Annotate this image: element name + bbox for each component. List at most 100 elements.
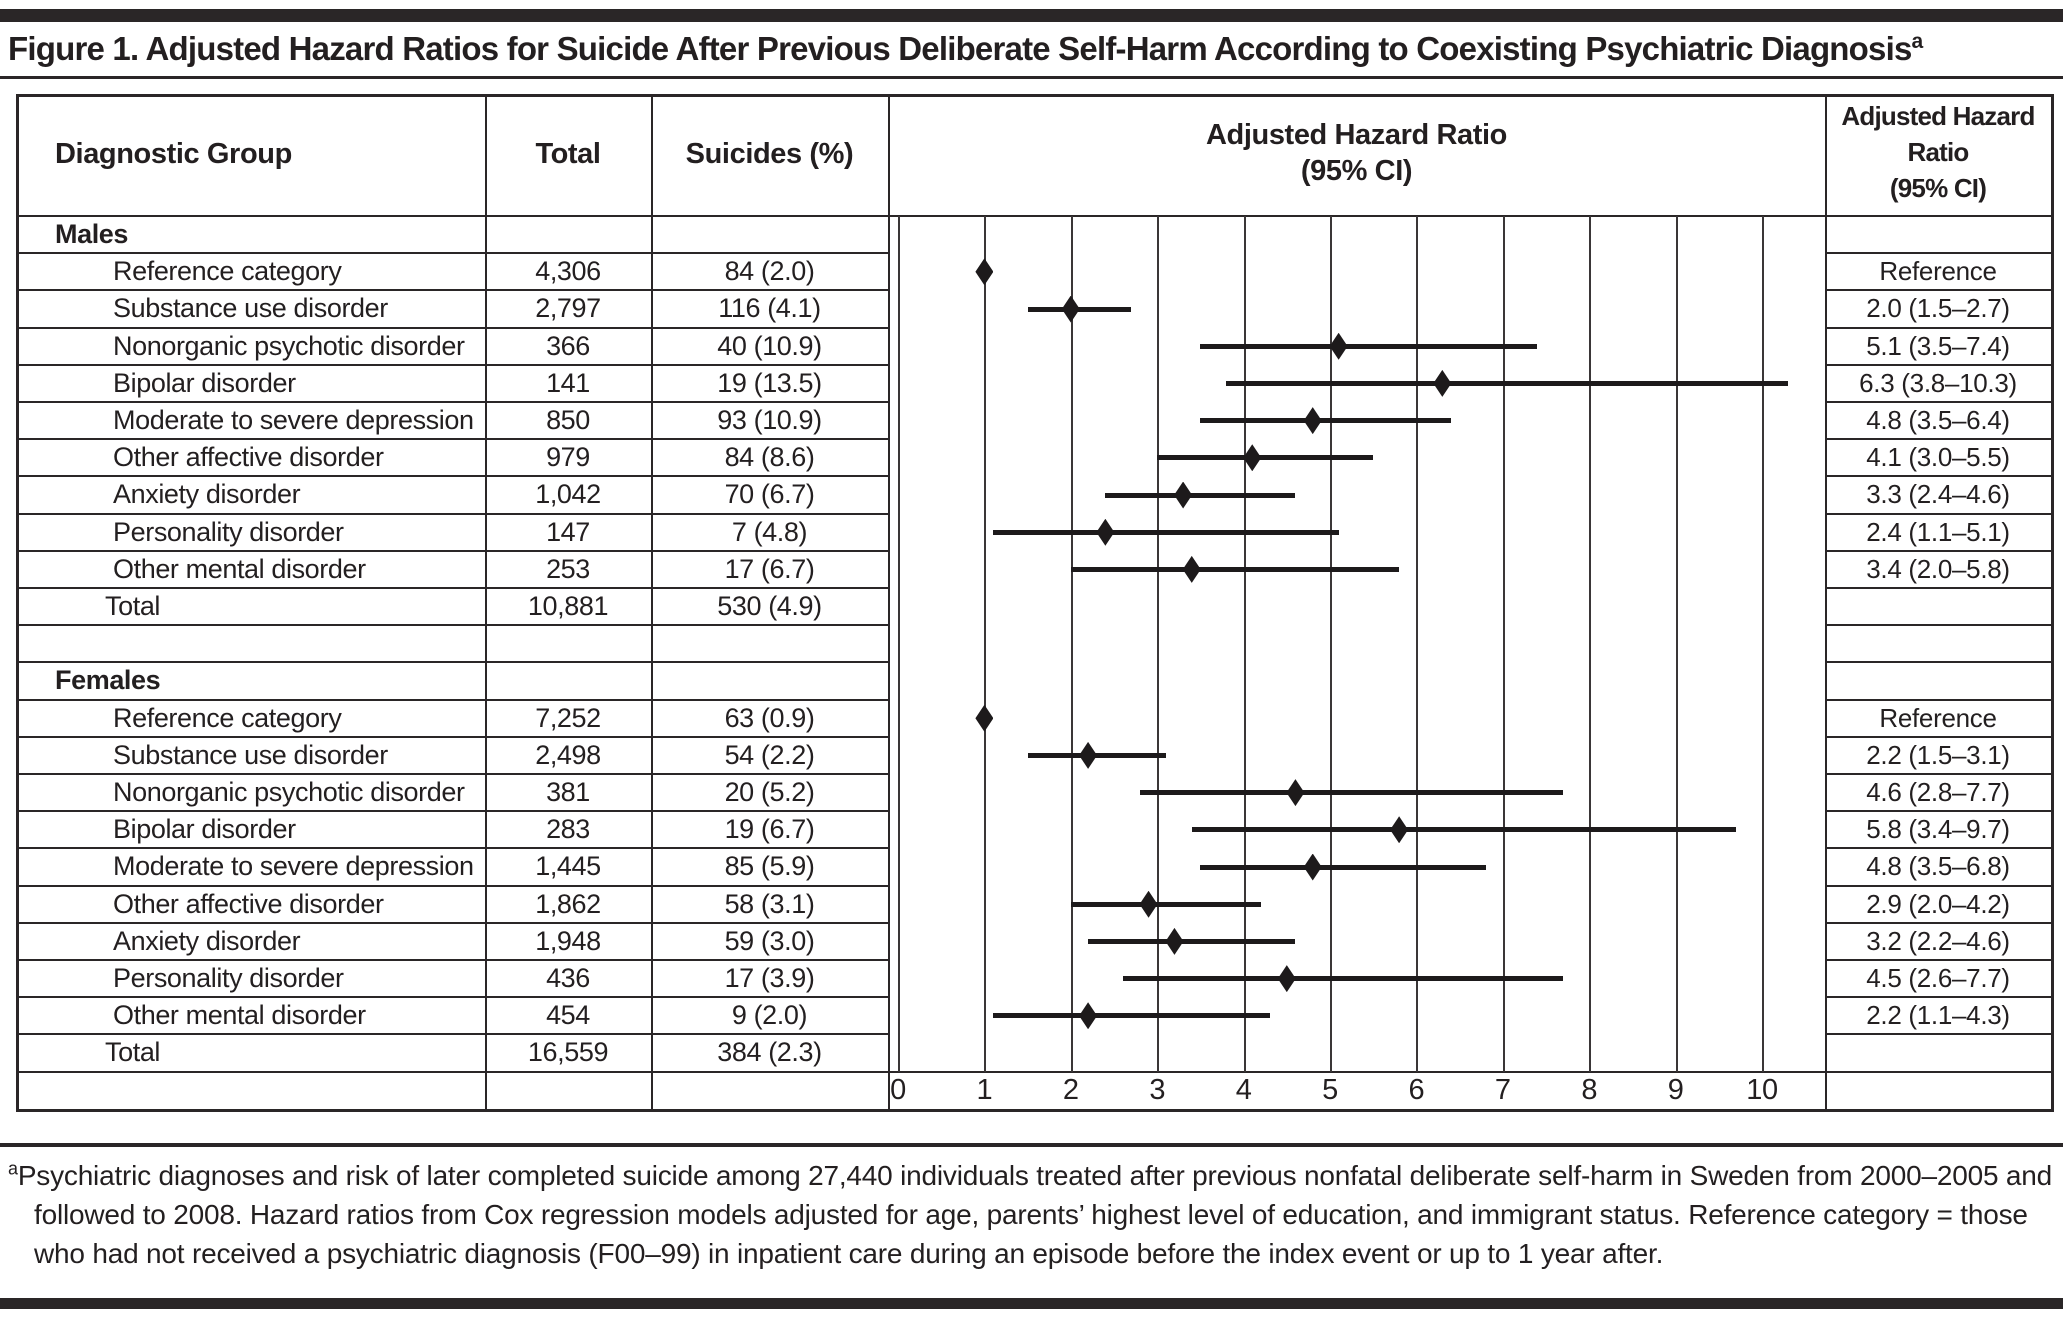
column-border-1	[485, 97, 487, 1109]
ahr-value-cell: 2.0 (1.5–2.7)	[1866, 293, 2010, 324]
total-cell: 147	[546, 516, 590, 547]
confidence-interval-line	[1191, 827, 1737, 833]
row-border-left	[19, 810, 888, 813]
ahr-value-cell: 5.1 (3.5–7.4)	[1866, 330, 2010, 361]
suicides-cell: 70 (6.7)	[724, 479, 815, 510]
row-label: Moderate to severe depression	[113, 851, 474, 882]
hazard-ratio-table: Diagnostic Group Total Suicides (%) Adju…	[16, 94, 2054, 1112]
ahr-value-cell: 3.3 (2.4–4.6)	[1866, 479, 2010, 510]
row-border-left	[19, 326, 888, 329]
row-label: Anxiety disorder	[113, 479, 301, 510]
hazard-ratio-diamond-icon	[1277, 965, 1296, 993]
confidence-interval-line	[1200, 864, 1486, 870]
row-label: Other mental disorder	[113, 1000, 366, 1031]
ahr-value-cell: 2.4 (1.1–5.1)	[1866, 516, 2010, 547]
total-cell: 1,948	[535, 925, 601, 956]
row-label: Substance use disorder	[113, 739, 388, 770]
row-border-left	[19, 475, 888, 478]
plot-gridline-1	[984, 216, 987, 1072]
suicides-cell: 85 (5.9)	[724, 851, 815, 882]
hazard-ratio-diamond-icon	[1096, 518, 1115, 546]
axis-tick-label-1: 1	[976, 1073, 993, 1106]
row-border-left	[19, 587, 888, 589]
total-cell: 253	[546, 553, 590, 584]
axis-tick-label-10: 10	[1746, 1073, 1778, 1106]
total-cell: 7,252	[535, 702, 601, 733]
suicides-cell: 54 (2.2)	[724, 739, 815, 770]
row-border-right	[1825, 810, 2051, 813]
total-cell: 454	[546, 1000, 590, 1031]
row-label: Personality disorder	[113, 516, 344, 547]
row-border-right	[1825, 363, 2051, 366]
ahr-value-cell: 3.2 (2.2–4.6)	[1866, 925, 2010, 956]
confidence-interval-line	[1105, 492, 1296, 498]
confidence-interval-line	[1088, 938, 1296, 944]
header-diagnostic-group: Diagnostic Group	[55, 138, 292, 170]
row-label: Moderate to severe depression	[113, 405, 474, 435]
ahr-value-cell: 3.4 (2.0–5.8)	[1866, 553, 2010, 584]
row-border-left	[19, 959, 888, 961]
header-ahr-line1: Adjusted Hazard	[1841, 101, 2035, 131]
ahr-value-cell: 2.2 (1.5–3.1)	[1866, 739, 2010, 770]
total-cell: 436	[546, 963, 590, 993]
row-border-right	[1825, 921, 2051, 924]
suicides-cell: 384 (2.3)	[717, 1037, 822, 1068]
suicides-cell: 17 (3.9)	[724, 963, 815, 993]
confidence-interval-line	[993, 1013, 1270, 1019]
plot-gridline-3	[1157, 216, 1160, 1072]
row-border-right	[1825, 252, 2051, 255]
suicides-cell: 63 (0.9)	[724, 702, 815, 733]
row-label: Nonorganic psychotic disorder	[113, 777, 465, 807]
hazard-ratio-diamond-icon	[1303, 853, 1322, 881]
hazard-ratio-diamond-icon	[1329, 332, 1348, 360]
hazard-ratio-diamond-icon	[1433, 369, 1452, 397]
row-label: Reference category	[113, 702, 342, 733]
hazard-ratio-diamond-icon	[1286, 779, 1305, 807]
hazard-ratio-diamond-icon	[1243, 444, 1262, 472]
ahr-value-cell: 2.9 (2.0–4.2)	[1866, 888, 2010, 919]
ahr-value-cell: 6.3 (3.8–10.3)	[1859, 367, 2017, 398]
row-border-right	[1825, 773, 2051, 775]
hazard-ratio-diamond-icon	[1139, 890, 1158, 918]
hazard-ratio-diamond-icon	[1390, 816, 1409, 844]
plot-gridline-4	[1243, 216, 1246, 1072]
ahr-value-cell: 4.6 (2.8–7.7)	[1866, 777, 2010, 807]
total-cell: 1,445	[535, 851, 601, 882]
row-label: Other mental disorder	[113, 553, 366, 584]
row-border-right	[1825, 512, 2051, 515]
axis-tick-label-5: 5	[1322, 1073, 1338, 1106]
total-cell: 366	[546, 330, 590, 361]
suicides-cell: 116 (4.1)	[718, 293, 821, 324]
suicides-cell: 9 (2.0)	[731, 1000, 808, 1031]
row-border-right	[1825, 587, 2051, 589]
row-label: Total	[105, 1037, 161, 1068]
bottom-rule	[0, 1298, 2063, 1309]
row-label: Other affective disorder	[113, 442, 384, 473]
suicides-cell: 19 (13.5)	[717, 367, 822, 398]
axis-tick-label-2: 2	[1062, 1073, 1079, 1106]
figure-title-text: Figure 1. Adjusted Hazard Ratios for Sui…	[8, 30, 1912, 67]
suicides-cell: 93 (10.9)	[717, 405, 822, 435]
row-border-right	[1825, 475, 2051, 478]
total-cell: 2,797	[535, 293, 601, 324]
row-border-left	[19, 884, 888, 887]
suicides-cell: 19 (6.7)	[724, 814, 815, 845]
hazard-ratio-diamond-icon	[1079, 1002, 1098, 1030]
confidence-interval-line	[1122, 976, 1564, 982]
row-label: Anxiety disorder	[113, 925, 301, 956]
section-label: Males	[55, 219, 129, 249]
axis-tick-label-8: 8	[1581, 1073, 1598, 1106]
hazard-ratio-diamond-icon	[1182, 555, 1201, 583]
row-border-right	[1825, 289, 2051, 292]
row-border-right	[1825, 401, 2051, 403]
total-cell: 2,498	[535, 739, 601, 770]
total-cell: 979	[546, 442, 590, 473]
plot-gridline-6	[1416, 216, 1419, 1072]
row-border-left	[19, 921, 888, 924]
row-border-right	[1825, 996, 2051, 999]
header-suicides: Suicides (%)	[685, 138, 854, 170]
column-border-2	[651, 97, 653, 1109]
section-label: Females	[55, 665, 161, 696]
total-cell: 4,306	[535, 256, 601, 287]
hazard-ratio-diamond-icon	[1174, 481, 1193, 509]
